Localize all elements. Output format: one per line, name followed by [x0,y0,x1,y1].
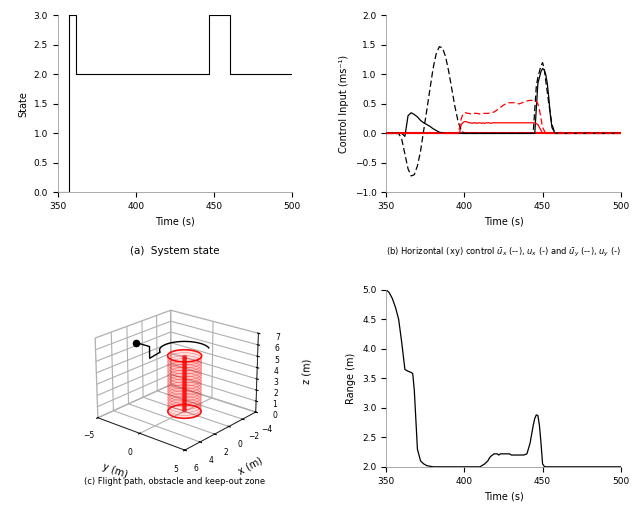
Text: (a)  System state: (a) System state [130,246,220,255]
Text: (c) Flight path, obstacle and keep-out zone: (c) Flight path, obstacle and keep-out z… [84,478,266,486]
Y-axis label: Control Input (ms⁻¹): Control Input (ms⁻¹) [339,55,349,153]
Y-axis label: Range (m): Range (m) [346,352,356,404]
X-axis label: Time (s): Time (s) [155,216,195,227]
Y-axis label: x (m): x (m) [237,455,264,476]
X-axis label: Time (s): Time (s) [484,216,524,227]
X-axis label: Time (s): Time (s) [484,491,524,501]
X-axis label: y (m): y (m) [101,462,129,481]
Y-axis label: State: State [18,91,28,117]
Text: (b) Horizontal (xy) control $\bar{u}_x$ (--), $u_x$ (-) and $\bar{u}_y$ (--), $u: (b) Horizontal (xy) control $\bar{u}_x$ … [386,246,621,259]
